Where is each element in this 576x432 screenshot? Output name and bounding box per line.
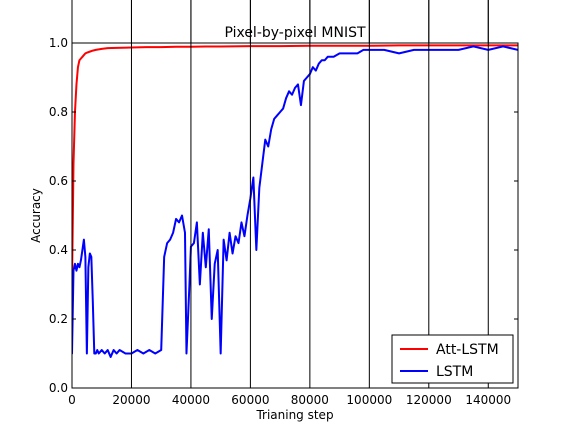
legend: Att-LSTM LSTM bbox=[391, 334, 514, 384]
x-axis-label: Trianing step bbox=[255, 408, 333, 422]
x-tick-label: 0 bbox=[68, 393, 76, 407]
x-tick-label: 20000 bbox=[112, 393, 150, 407]
y-axis-label: Accuracy bbox=[29, 188, 43, 243]
x-tick-label: 40000 bbox=[172, 393, 210, 407]
series-layer bbox=[72, 44, 518, 358]
y-tick-label: 0.8 bbox=[49, 105, 68, 119]
legend-label: Att-LSTM bbox=[436, 342, 499, 358]
x-tick-label: 100000 bbox=[346, 393, 392, 407]
ticks-layer: 0 20000 40000 60000 80000 100000 120000 140000 0… bbox=[49, 0, 518, 407]
x-tick-label: 60000 bbox=[231, 393, 269, 407]
y-tick-label: 1.0 bbox=[49, 36, 68, 50]
y-tick-label: 0.2 bbox=[49, 312, 68, 326]
x-tick-label: 120000 bbox=[406, 393, 452, 407]
y-tick-label: 0.6 bbox=[49, 174, 68, 188]
chart-title: Pixel-by-pixel MNIST bbox=[224, 25, 366, 41]
y-tick-label: 0.0 bbox=[49, 381, 68, 395]
series-line-att-lstm bbox=[72, 44, 518, 286]
series-line-lstm bbox=[72, 45, 518, 358]
legend-box bbox=[391, 334, 514, 384]
x-tick-label: 140000 bbox=[465, 393, 511, 407]
x-tick-label: 80000 bbox=[291, 393, 329, 407]
y-tick-label: 0.4 bbox=[49, 243, 68, 257]
legend-label: LSTM bbox=[436, 364, 473, 380]
